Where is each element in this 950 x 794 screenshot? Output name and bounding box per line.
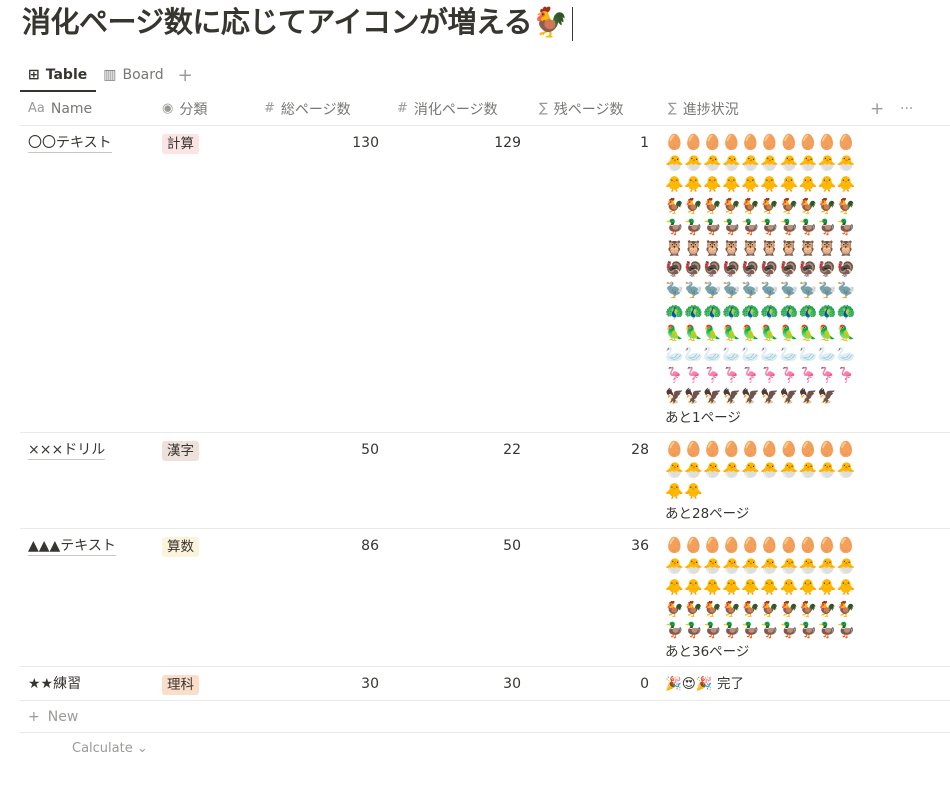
progress-icon-line: 🐥🐥🐥🐥🐥🐥🐥🐥🐥🐥: [665, 175, 856, 194]
number-type-icon: #: [397, 101, 408, 116]
progress-icon-line: 🥚🥚🥚🥚🥚🥚🥚🥚🥚🥚: [665, 440, 856, 458]
column-header-remaining-pages[interactable]: ∑ 残ページ数: [539, 92, 624, 125]
active-tab-indicator: [20, 90, 96, 92]
add-view-button[interactable]: +: [177, 64, 193, 86]
progress-icons: 🥚🥚🥚🥚🥚🥚🥚🥚🥚🥚 🐣🐣🐣🐣🐣🐣🐣🐣🐣🐣 🐥🐥🐥🐥🐥🐥🐥🐥🐥🐥 🐓🐓🐓🐓🐓🐓🐓🐓🐓🐓…: [665, 132, 855, 407]
board-icon: ▥: [103, 67, 117, 83]
column-header-label: 進捗状況: [682, 101, 739, 118]
progress-icon-line: 🦩🦩🦩🦩🦩🦩🦩🦩🦩🦩: [665, 366, 856, 385]
progress-icon-line: 🐣🐣🐣🐣🐣🐣🐣🐣🐣🐣: [665, 557, 856, 576]
progress-icon-line: 🦤🦤🦤🦤🦤🦤🦤🦤🦤🦤: [665, 281, 856, 300]
add-column-button[interactable]: +: [870, 92, 884, 125]
column-header-done-pages[interactable]: # 消化ページ数: [397, 92, 498, 125]
row-name[interactable]: ×××ドリル: [28, 442, 106, 460]
progress-cell: 🥚🥚🥚🥚🥚🥚🥚🥚🥚🥚 🐣🐣🐣🐣🐣🐣🐣🐣🐣🐣 🐥🐥🐥🐥🐥🐥🐥🐥🐥🐥 🐓🐓🐓🐓🐓🐓🐓🐓🐓🐓…: [665, 132, 855, 428]
column-header-total-pages[interactable]: # 総ページ数: [264, 92, 351, 125]
more-options-button[interactable]: ···: [900, 92, 913, 125]
remaining-pages-value: 36: [631, 538, 649, 554]
formula-type-icon: ∑: [539, 101, 548, 116]
row-name[interactable]: ▲▲▲テキスト: [28, 538, 116, 556]
remaining-pages-value: 28: [631, 442, 649, 458]
select-type-icon: ◉: [162, 101, 174, 116]
total-pages-value[interactable]: 130: [352, 135, 379, 151]
progress-icon-line: 🦅🦅🦅🦅🦅🦅🦅🦅🦅: [665, 387, 837, 406]
progress-icon-line: 🥚🥚🥚🥚🥚🥚🥚🥚🥚🥚: [665, 536, 856, 554]
progress-icon-line: 🐣🐣🐣🐣🐣🐣🐣🐣🐣🐣: [665, 461, 856, 480]
category-tag[interactable]: 漢字: [162, 441, 199, 461]
more-icon: ···: [900, 100, 914, 117]
formula-type-icon: ∑: [668, 101, 677, 116]
progress-icon-line: 🦆🦆🦆🦆🦆🦆🦆🦆🦆🦆: [665, 217, 856, 236]
plus-icon: +: [28, 709, 40, 725]
tab-table[interactable]: ⊞ Table: [20, 60, 95, 90]
done-pages-value[interactable]: 129: [494, 135, 521, 151]
progress-text: あと36ページ: [665, 643, 750, 660]
page-title-text: 消化ページ数に応じてアイコンが増える🐓: [22, 5, 568, 39]
progress-cell: 🎉😍🎉 完了: [665, 674, 855, 694]
category-tag[interactable]: 算数: [162, 537, 199, 557]
progress-icon-line: 🐓🐓🐓🐓🐓🐓🐓🐓🐓🐓: [665, 599, 856, 618]
number-type-icon: #: [264, 101, 275, 116]
total-pages-value[interactable]: 86: [361, 538, 379, 554]
page-title[interactable]: 消化ページ数に応じてアイコンが増える🐓: [22, 2, 573, 42]
column-header-progress[interactable]: ∑ 進捗状況: [668, 92, 739, 125]
done-pages-value[interactable]: 30: [503, 676, 521, 692]
calculate-button[interactable]: Calculate ⌄: [72, 741, 148, 756]
database-table: Aa Name ◉ 分類 # 総ページ数 # 消化ページ数 ∑ 残ページ数 ∑ …: [20, 92, 950, 701]
table-row[interactable]: 〇〇テキスト 計算 130 129 1 🥚🥚🥚🥚🥚🥚🥚🥚🥚🥚 🐣🐣🐣🐣🐣🐣🐣🐣🐣🐣…: [20, 126, 950, 433]
total-pages-value[interactable]: 30: [361, 676, 379, 692]
row-name[interactable]: 〇〇テキスト: [28, 135, 112, 153]
progress-icon-line: 🦆🦆🦆🦆🦆🦆🦆🦆🦆🦆: [665, 620, 856, 639]
chevron-down-icon: ⌄: [136, 741, 148, 756]
total-pages-value[interactable]: 50: [361, 442, 379, 458]
column-header-label: Name: [50, 100, 93, 117]
category-tag[interactable]: 計算: [162, 134, 199, 154]
text-caret: [571, 7, 573, 41]
calculate-label: Calculate: [72, 741, 133, 756]
remaining-pages-value: 1: [640, 135, 649, 151]
progress-text: 🎉😍🎉 完了: [665, 676, 744, 692]
progress-icon-line: 🥚🥚🥚🥚🥚🥚🥚🥚🥚🥚: [665, 133, 856, 151]
progress-icon-line: 🦚🦚🦚🦚🦚🦚🦚🦚🦚🦚: [665, 302, 856, 321]
plus-icon: +: [870, 98, 885, 119]
progress-icon-line: 🐣🐣🐣🐣🐣🐣🐣🐣🐣🐣: [665, 154, 856, 173]
text-type-icon: Aa: [28, 101, 45, 116]
column-header-category[interactable]: ◉ 分類: [162, 92, 207, 125]
table-row[interactable]: ▲▲▲テキスト 算数 86 50 36 🥚🥚🥚🥚🥚🥚🥚🥚🥚🥚 🐣🐣🐣🐣🐣🐣🐣🐣🐣🐣…: [20, 529, 950, 667]
progress-icon-line: 🦜🦜🦜🦜🦜🦜🦜🦜🦜🦜: [665, 323, 856, 342]
progress-text: あと1ページ: [665, 410, 741, 427]
column-header-label: 総ページ数: [280, 101, 351, 118]
table-icon: ⊞: [28, 67, 40, 83]
divider: [20, 732, 950, 733]
tab-board-label: Board: [122, 67, 164, 83]
column-header-label: 残ページ数: [553, 101, 624, 118]
tab-table-label: Table: [45, 67, 88, 83]
progress-cell: 🥚🥚🥚🥚🥚🥚🥚🥚🥚🥚 🐣🐣🐣🐣🐣🐣🐣🐣🐣🐣 🐥🐥 あと28ページ: [665, 439, 855, 524]
new-row-button[interactable]: + New: [28, 709, 78, 725]
progress-icon-line: 🐥🐥🐥🐥🐥🐥🐥🐥🐥🐥: [665, 578, 856, 597]
remaining-pages-value: 0: [640, 676, 649, 692]
progress-icon-line: 🐓🐓🐓🐓🐓🐓🐓🐓🐓🐓: [665, 196, 856, 215]
progress-icon-line: 🦢🦢🦢🦢🦢🦢🦢🦢🦢🦢: [665, 344, 856, 363]
progress-icons: 🥚🥚🥚🥚🥚🥚🥚🥚🥚🥚 🐣🐣🐣🐣🐣🐣🐣🐣🐣🐣 🐥🐥🐥🐥🐥🐥🐥🐥🐥🐥 🐓🐓🐓🐓🐓🐓🐓🐓🐓🐓…: [665, 535, 855, 641]
table-row[interactable]: ★★練習 理科 30 30 0 🎉😍🎉 完了: [20, 667, 950, 701]
progress-icon-line: 🦉🦉🦉🦉🦉🦉🦉🦉🦉🦉: [665, 238, 856, 257]
column-header-label: 消化ページ数: [413, 101, 498, 118]
table-header: Aa Name ◉ 分類 # 総ページ数 # 消化ページ数 ∑ 残ページ数 ∑ …: [20, 92, 950, 126]
tab-board[interactable]: ▥ Board: [95, 60, 171, 90]
column-header-label: 分類: [179, 101, 208, 118]
progress-cell: 🥚🥚🥚🥚🥚🥚🥚🥚🥚🥚 🐣🐣🐣🐣🐣🐣🐣🐣🐣🐣 🐥🐥🐥🐥🐥🐥🐥🐥🐥🐥 🐓🐓🐓🐓🐓🐓🐓🐓🐓🐓…: [665, 535, 855, 662]
category-tag[interactable]: 理科: [162, 675, 199, 695]
new-row-label: New: [47, 709, 79, 725]
row-name[interactable]: ★★練習: [28, 676, 82, 692]
progress-icon-line: 🦃🦃🦃🦃🦃🦃🦃🦃🦃🦃: [665, 260, 856, 279]
table-row[interactable]: ×××ドリル 漢字 50 22 28 🥚🥚🥚🥚🥚🥚🥚🥚🥚🥚 🐣🐣🐣🐣🐣🐣🐣🐣🐣🐣 🐥…: [20, 433, 950, 529]
progress-icons: 🥚🥚🥚🥚🥚🥚🥚🥚🥚🥚 🐣🐣🐣🐣🐣🐣🐣🐣🐣🐣 🐥🐥: [665, 439, 855, 503]
column-header-name[interactable]: Aa Name: [28, 92, 92, 125]
progress-icon-line: 🐥🐥: [665, 482, 704, 501]
view-tabs: ⊞ Table ▥ Board +: [20, 58, 199, 92]
done-pages-value[interactable]: 50: [503, 538, 521, 554]
done-pages-value[interactable]: 22: [503, 442, 521, 458]
progress-text: あと28ページ: [665, 505, 750, 522]
